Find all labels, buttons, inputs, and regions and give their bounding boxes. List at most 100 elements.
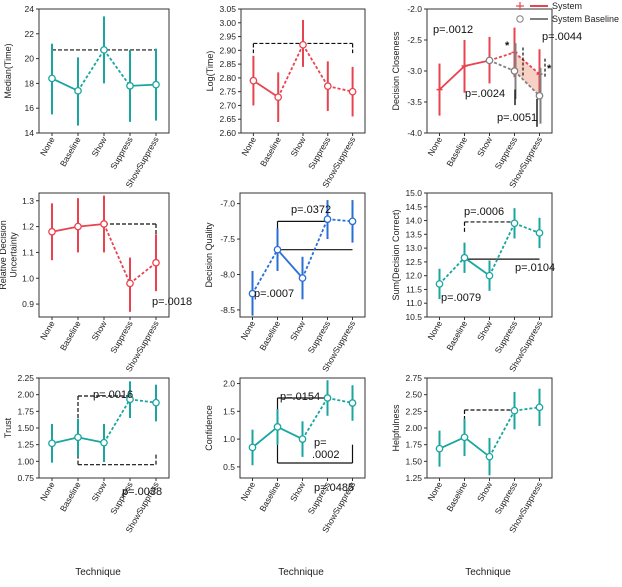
data-point xyxy=(348,217,357,226)
x-tick-label: None xyxy=(238,480,257,503)
y-tick-label: 2.80 xyxy=(219,73,236,83)
y-axis-label: Median(Time) xyxy=(3,43,13,98)
series-line xyxy=(488,222,516,277)
y-axis-label: Helpfulness xyxy=(391,404,401,452)
series-line xyxy=(129,398,157,404)
y-tick-label: 1.25 xyxy=(405,473,422,483)
series-line xyxy=(251,249,279,295)
y-tick-label: 2.75 xyxy=(405,373,422,383)
y-tick-label: 2.65 xyxy=(219,114,236,124)
p-value-label: p=.0007 xyxy=(254,288,294,300)
x-tick-label: None xyxy=(38,135,57,158)
data-point xyxy=(273,245,282,254)
y-tick-label: 0.5 xyxy=(223,462,235,472)
y-axis-label: Decision Closeness xyxy=(391,31,401,111)
p-value-label: p=.0024 xyxy=(465,88,505,100)
x-tick-label: Baseline xyxy=(257,319,282,352)
p-value-label: p=.0038 xyxy=(122,486,162,498)
data-point xyxy=(485,452,494,461)
chart-panel-3: -4.0 -3.5 -3.0 -2.5 -2.0 Decision Closeness No… xyxy=(391,4,582,190)
y-tick-label: 10.5 xyxy=(405,312,422,322)
y-tick-label: 14.0 xyxy=(405,216,422,226)
chart-panel-1: 14 16 18 20 22 24 Median(Time) None Baseline Show… xyxy=(3,4,170,190)
p-value-label: p=.0154 xyxy=(280,391,320,403)
x-tick-label: Baseline xyxy=(58,135,83,168)
p-value-label: p=.0016 xyxy=(93,389,133,401)
data-point xyxy=(100,220,108,228)
series-line xyxy=(327,218,353,223)
y-tick-label: 18 xyxy=(25,78,35,88)
series-line xyxy=(463,436,491,458)
p-value-label: p=.0044 xyxy=(542,31,582,43)
p-value-label: p=.0104 xyxy=(515,262,555,274)
significance-star: * xyxy=(505,40,510,52)
series-line xyxy=(276,249,304,279)
data-point xyxy=(298,435,307,443)
series-line xyxy=(489,51,515,62)
p-value-label: p=.0018 xyxy=(152,296,192,308)
x-tick-label: None xyxy=(239,135,258,158)
y-tick-label: -2.0 xyxy=(407,4,422,14)
y-tick-label: 1.25 xyxy=(17,440,34,450)
chart-panel-6: 10.5 11.0 11.5 12.0 12.5 13.0 13.5 14.0 14.5 15.0… xyxy=(391,188,555,374)
x-tick-label: Suppress xyxy=(493,319,520,355)
series-line xyxy=(252,79,279,98)
series-line xyxy=(129,83,157,87)
y-axis-label: Log(Time) xyxy=(205,51,215,92)
x-tick-label: Baseline xyxy=(444,135,469,168)
data-point xyxy=(298,274,307,282)
data-point xyxy=(485,271,494,280)
p-value-label: p=.0006 xyxy=(464,206,504,218)
series-line xyxy=(51,225,79,233)
y-tick-label: 11.0 xyxy=(406,298,422,308)
x-tick-label: Baseline xyxy=(258,135,283,168)
data-point xyxy=(126,82,134,90)
y-tick-label: 11.5 xyxy=(406,284,422,294)
x-tick-label: None xyxy=(425,135,444,158)
x-tick-label: None xyxy=(38,480,57,503)
series-line xyxy=(77,436,105,444)
series-line xyxy=(302,44,329,87)
x-tick-label: None xyxy=(238,319,257,342)
y-tick-label: 2.25 xyxy=(17,373,34,383)
x-tick-label: Suppress xyxy=(108,319,135,355)
data-point xyxy=(435,444,444,453)
y-tick-label: 15.0 xyxy=(405,188,422,198)
data-point xyxy=(435,280,444,288)
x-tick-label: Baseline xyxy=(58,480,83,513)
x-tick-label: Show xyxy=(89,318,109,342)
x-tick-label: Show xyxy=(475,134,495,158)
data-point xyxy=(273,423,282,431)
series-line xyxy=(464,59,490,67)
x-tick-label: Show xyxy=(475,318,495,342)
chart-panel-7: 0.75 1.00 1.25 1.50 1.75 2.00 2.25 Trust None Bas… xyxy=(3,373,170,578)
x-tick-label: Suppress xyxy=(493,480,520,516)
y-tick-label: -4.0 xyxy=(407,128,422,138)
y-tick-label: 2.90 xyxy=(219,45,236,55)
y-tick-label: 1.0 xyxy=(22,273,34,283)
series-line xyxy=(103,398,131,444)
series-line xyxy=(463,257,491,277)
x-tick-label: Suppress xyxy=(306,135,333,171)
data-point xyxy=(100,438,108,447)
y-tick-label: 2.0 xyxy=(223,379,235,389)
data-point xyxy=(152,398,160,407)
y-tick-label: 1.5 xyxy=(223,406,235,416)
y-tick-label: 3.05 xyxy=(219,4,236,14)
series-line xyxy=(301,218,329,279)
series-line xyxy=(438,257,466,285)
y-tick-label: 24 xyxy=(25,4,35,14)
data-point xyxy=(535,91,544,100)
y-tick-label: 13.0 xyxy=(405,243,422,253)
y-tick-label: -8.0 xyxy=(220,269,235,279)
y-tick-label: 2.25 xyxy=(405,406,422,416)
p-value-label: p=.0051 xyxy=(497,112,537,124)
series-line xyxy=(514,406,540,412)
data-point xyxy=(535,229,544,237)
series-line xyxy=(489,59,515,72)
series-line xyxy=(51,436,79,445)
y-tick-label: -8.5 xyxy=(220,305,235,315)
x-axis-title: Technique xyxy=(278,567,324,578)
